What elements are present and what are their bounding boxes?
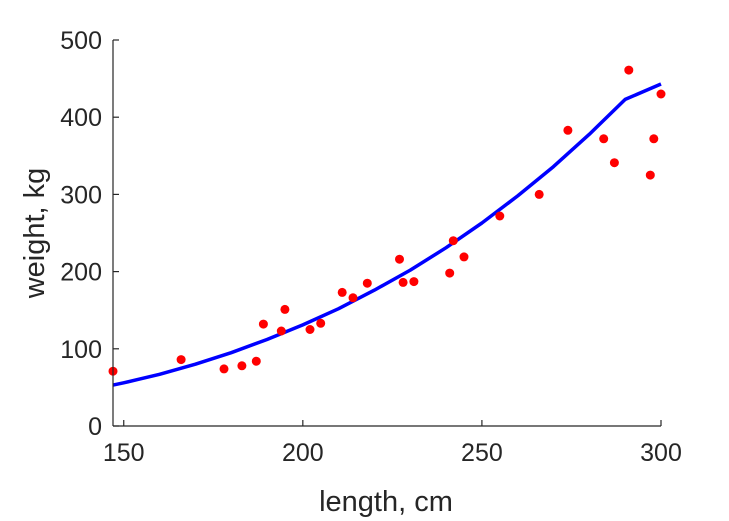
data-point <box>409 277 419 287</box>
x-tick-label: 250 <box>461 439 503 467</box>
data-point <box>448 236 458 246</box>
y-tick-label: 100 <box>60 336 102 364</box>
x-tick-label: 200 <box>282 439 324 467</box>
y-tick-label: 300 <box>60 181 102 209</box>
data-point <box>459 252 469 262</box>
data-point <box>563 125 573 135</box>
data-point <box>280 304 290 314</box>
data-point <box>645 170 655 180</box>
data-point <box>599 134 609 144</box>
x-tick-label: 300 <box>640 439 682 467</box>
data-point <box>251 356 261 366</box>
data-point <box>258 319 268 329</box>
x-tick-label: 150 <box>103 439 145 467</box>
data-point <box>624 65 634 75</box>
data-point <box>337 287 347 297</box>
data-point <box>348 293 358 303</box>
data-point <box>237 361 247 371</box>
y-tick-label: 200 <box>60 259 102 287</box>
data-point <box>219 364 229 374</box>
y-axis-title: weight, kg <box>19 168 51 300</box>
y-tick-label: 0 <box>88 413 102 441</box>
data-point <box>445 268 455 278</box>
data-point <box>649 134 659 144</box>
y-tick-label: 400 <box>60 104 102 132</box>
data-point <box>609 158 619 168</box>
fit-curve <box>112 82 662 387</box>
data-point <box>534 189 544 199</box>
data-point <box>176 355 186 365</box>
data-point <box>398 277 408 287</box>
data-point <box>395 254 404 264</box>
data-point <box>656 89 666 99</box>
data-point <box>495 211 505 221</box>
plot-area <box>108 65 666 387</box>
axes: 150 200 250 300 0 100 200 300 400 500 <box>60 27 682 467</box>
data-point <box>276 326 286 336</box>
data-point <box>316 318 326 328</box>
y-tick-label: 500 <box>60 27 102 55</box>
x-axis-title: length, cm <box>319 486 453 518</box>
data-point <box>305 325 315 334</box>
data-point <box>362 278 372 288</box>
